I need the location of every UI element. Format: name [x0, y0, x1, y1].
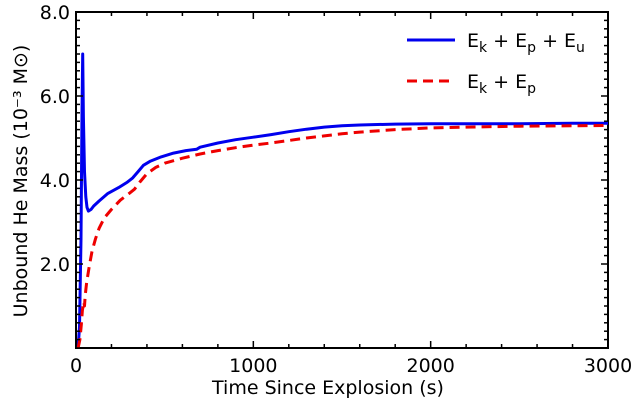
legend: Ek + Ep + Eu Ek + Ep: [407, 30, 585, 97]
axis-ticks: [75, 11, 609, 349]
y-axis-label: Unbound He Mass (10⁻³ M⊙): [10, 45, 32, 318]
series-line-1: [76, 52, 608, 349]
series-lines: [76, 52, 609, 349]
y-tick-label: 2.0: [40, 254, 70, 276]
x-tick-label: 2000: [406, 355, 454, 377]
x-tick-label: 3000: [584, 355, 632, 377]
tick-labels: 0 1000 2000 3000 2.0 4.0 6.0 8.0: [40, 2, 632, 377]
y-tick-label: 4.0: [40, 170, 70, 192]
plot-area: [75, 11, 609, 349]
plot-frame: [75, 11, 609, 349]
legend-label-2: Ek + Ep: [467, 71, 536, 97]
x-tick-label: 0: [70, 355, 82, 377]
x-axis-label: Time Since Explosion (s): [211, 377, 444, 399]
y-tick-label: 8.0: [40, 2, 70, 24]
x-tick-label: 1000: [229, 355, 277, 377]
legend-label-1: Ek + Ep + Eu: [467, 30, 585, 56]
series-line-2: [76, 123, 609, 349]
y-tick-label: 6.0: [40, 86, 70, 108]
